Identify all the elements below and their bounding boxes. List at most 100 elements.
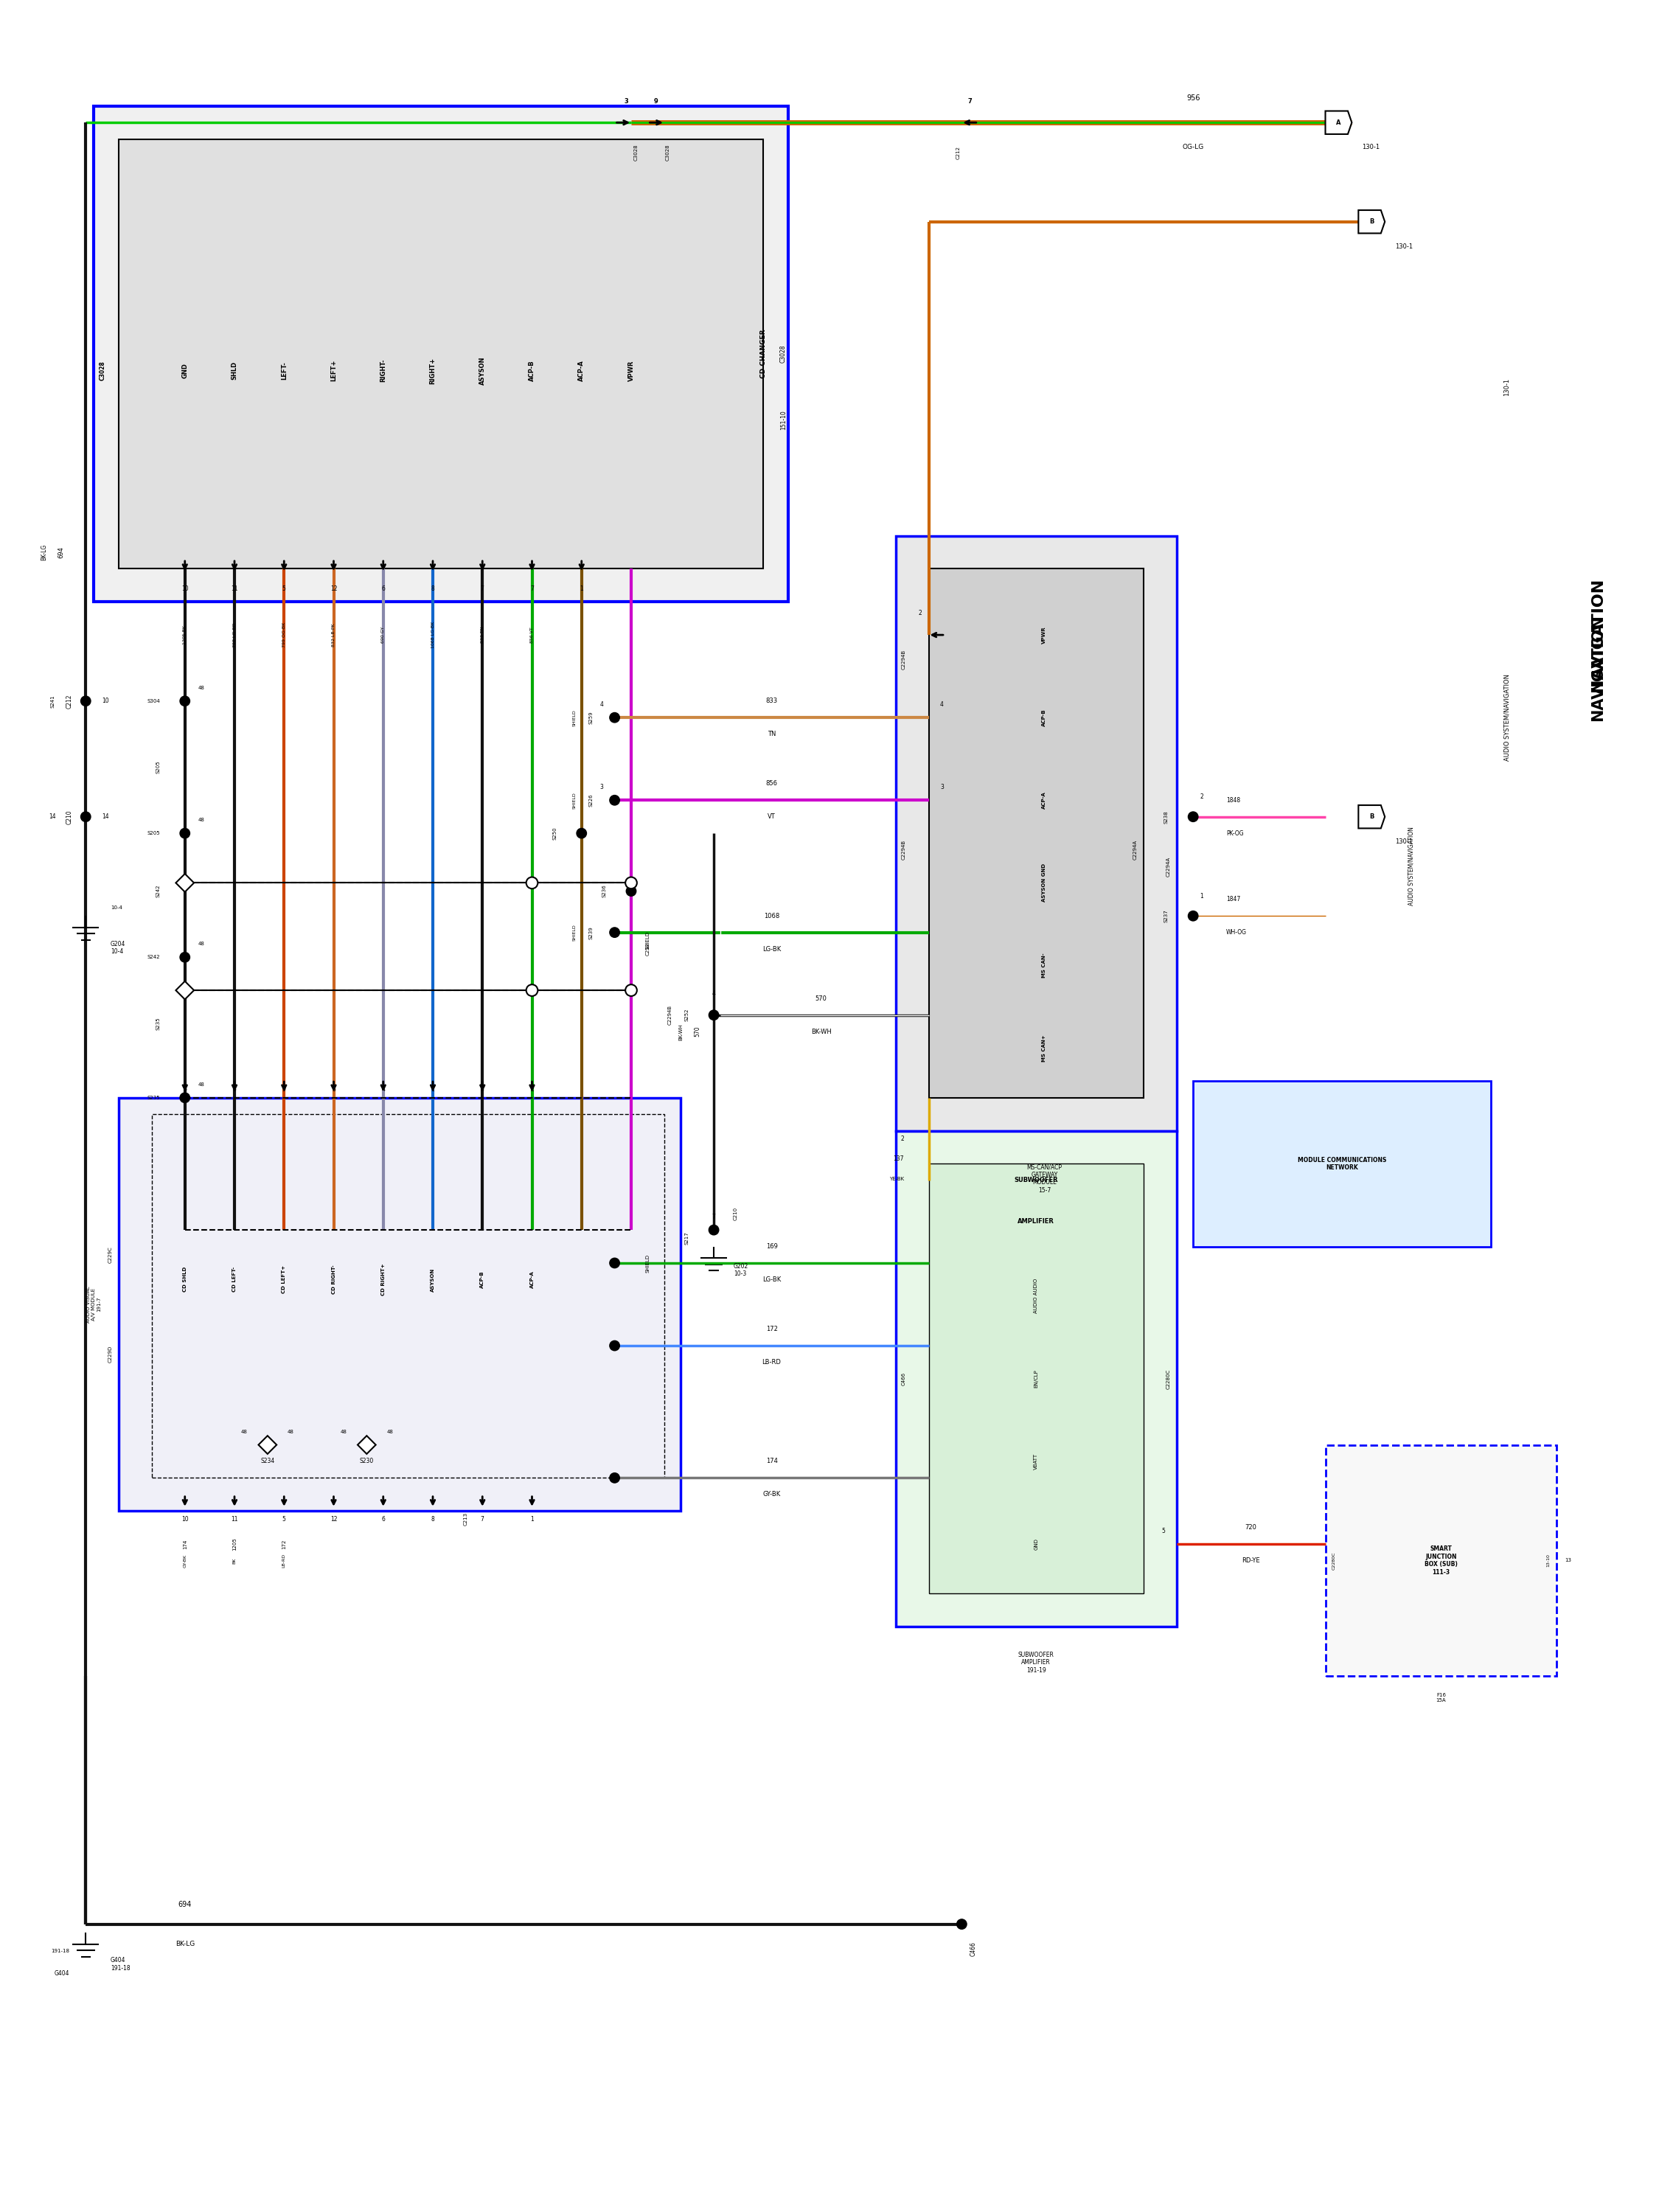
Bar — [896, 535, 1176, 1130]
Text: RIGHT-: RIGHT- — [380, 358, 387, 383]
Text: 4: 4 — [712, 991, 715, 998]
Text: ACP-A: ACP-A — [1042, 792, 1047, 810]
Text: 1205 BK: 1205 BK — [182, 626, 187, 644]
Text: S252: S252 — [685, 1009, 688, 1022]
Text: 48: 48 — [387, 1429, 393, 1433]
Text: 570: 570 — [815, 995, 828, 1002]
Text: 130-1: 130-1 — [1362, 144, 1380, 150]
Text: A: A — [1335, 119, 1340, 126]
Text: 3: 3 — [941, 783, 944, 790]
Text: BK-WH: BK-WH — [811, 1029, 831, 1035]
Text: 10: 10 — [101, 697, 109, 703]
Text: S226: S226 — [589, 794, 594, 807]
Text: ASYSON: ASYSON — [431, 1267, 435, 1292]
Text: SUBWOOFER
AMPLIFIER
191-19: SUBWOOFER AMPLIFIER 191-19 — [1019, 1652, 1053, 1674]
Circle shape — [625, 984, 637, 995]
Text: CD LEFT+: CD LEFT+ — [282, 1265, 287, 1294]
Circle shape — [81, 697, 91, 706]
Text: 48: 48 — [197, 818, 204, 823]
Circle shape — [81, 812, 91, 821]
Text: 14: 14 — [101, 814, 109, 821]
Text: PK-OG: PK-OG — [1226, 830, 1244, 836]
Text: LEFT+: LEFT+ — [330, 361, 337, 380]
Text: C212: C212 — [645, 942, 650, 956]
Text: BK: BK — [232, 1557, 236, 1564]
Text: S250: S250 — [552, 827, 557, 841]
Text: 7: 7 — [967, 97, 972, 104]
Text: 798 LG-RD: 798 LG-RD — [232, 622, 236, 648]
Text: 8: 8 — [481, 1086, 484, 1093]
Polygon shape — [259, 1436, 277, 1453]
Text: SHIELD: SHIELD — [645, 1254, 650, 1272]
Text: 720: 720 — [1246, 1524, 1258, 1531]
Text: C210: C210 — [66, 810, 73, 825]
Text: 1205: 1205 — [232, 1537, 237, 1551]
Text: CD CHANGER: CD CHANGER — [760, 330, 766, 378]
Text: 833 TN: 833 TN — [481, 626, 484, 644]
Text: S241: S241 — [50, 695, 55, 708]
Text: ACP-B: ACP-B — [529, 361, 536, 380]
Text: 12: 12 — [330, 586, 337, 593]
Text: C2294A: C2294A — [1133, 841, 1138, 860]
Circle shape — [577, 827, 587, 838]
Text: 10: 10 — [181, 1515, 189, 1522]
Text: ACP-B: ACP-B — [479, 1272, 484, 1287]
Text: C2294B: C2294B — [902, 841, 906, 860]
Text: 48: 48 — [197, 686, 204, 690]
Text: C466: C466 — [902, 1371, 906, 1385]
Text: S205: S205 — [148, 832, 161, 836]
Text: S235: S235 — [148, 1095, 161, 1099]
Text: 4: 4 — [599, 701, 604, 708]
Text: BK-WH: BK-WH — [679, 1024, 684, 1040]
Text: 7: 7 — [481, 586, 484, 593]
Text: GND: GND — [1034, 1537, 1039, 1551]
Text: C466: C466 — [971, 1942, 977, 1955]
Circle shape — [526, 878, 538, 889]
Circle shape — [625, 887, 635, 896]
Text: 2: 2 — [1199, 794, 1203, 801]
Text: MS CAN+: MS CAN+ — [1042, 1035, 1047, 1062]
Text: VPWR: VPWR — [627, 361, 634, 380]
Text: BK-LG: BK-LG — [176, 1940, 194, 1947]
Text: 1848: 1848 — [1226, 796, 1241, 803]
Text: 172: 172 — [282, 1540, 287, 1548]
Text: 4: 4 — [941, 701, 944, 708]
Text: 10-4: 10-4 — [111, 905, 123, 909]
Text: SHIELD: SHIELD — [645, 931, 650, 949]
Text: MS CAN-: MS CAN- — [1042, 953, 1047, 978]
Text: C3028: C3028 — [634, 144, 639, 161]
Text: 1847: 1847 — [1226, 896, 1241, 902]
Bar — [153, 1115, 664, 1478]
Text: S242: S242 — [148, 956, 161, 960]
Text: 130-1: 130-1 — [1395, 838, 1412, 845]
Text: 1068: 1068 — [763, 914, 780, 920]
Text: LEFT-: LEFT- — [280, 361, 287, 380]
Text: 6: 6 — [182, 1086, 187, 1093]
Text: SHIELD: SHIELD — [572, 925, 577, 940]
Text: ACP-A: ACP-A — [529, 1270, 534, 1287]
Text: S235: S235 — [156, 1018, 161, 1031]
Text: G204
10-4: G204 10-4 — [111, 940, 126, 956]
Text: AUDIO AUDIO: AUDIO AUDIO — [1034, 1279, 1039, 1314]
Bar — [119, 139, 763, 568]
Text: 130-1: 130-1 — [1395, 243, 1412, 250]
Text: SUBWOOFER: SUBWOOFER — [1014, 1177, 1058, 1183]
Text: C212: C212 — [66, 695, 73, 708]
Text: TN: TN — [768, 730, 776, 737]
Text: VT: VT — [768, 814, 776, 821]
Text: 8: 8 — [431, 586, 435, 593]
Text: RIGHT+: RIGHT+ — [430, 356, 436, 385]
Text: SHIELD: SHIELD — [572, 710, 577, 726]
Text: G404: G404 — [55, 1971, 70, 1978]
Text: 151-10: 151-10 — [780, 409, 786, 429]
Text: F16
15A: F16 15A — [1437, 1692, 1447, 1703]
Text: C3028: C3028 — [100, 361, 106, 380]
Text: LG-BK: LG-BK — [763, 947, 781, 953]
Text: SHIELD: SHIELD — [572, 792, 577, 810]
Circle shape — [609, 712, 619, 723]
Text: G404
191-18: G404 191-18 — [111, 1958, 129, 1971]
Text: S230: S230 — [360, 1458, 373, 1464]
Bar — [95, 106, 788, 602]
Text: 130-1: 130-1 — [1503, 378, 1510, 396]
Text: CD LEFT-: CD LEFT- — [232, 1267, 237, 1292]
